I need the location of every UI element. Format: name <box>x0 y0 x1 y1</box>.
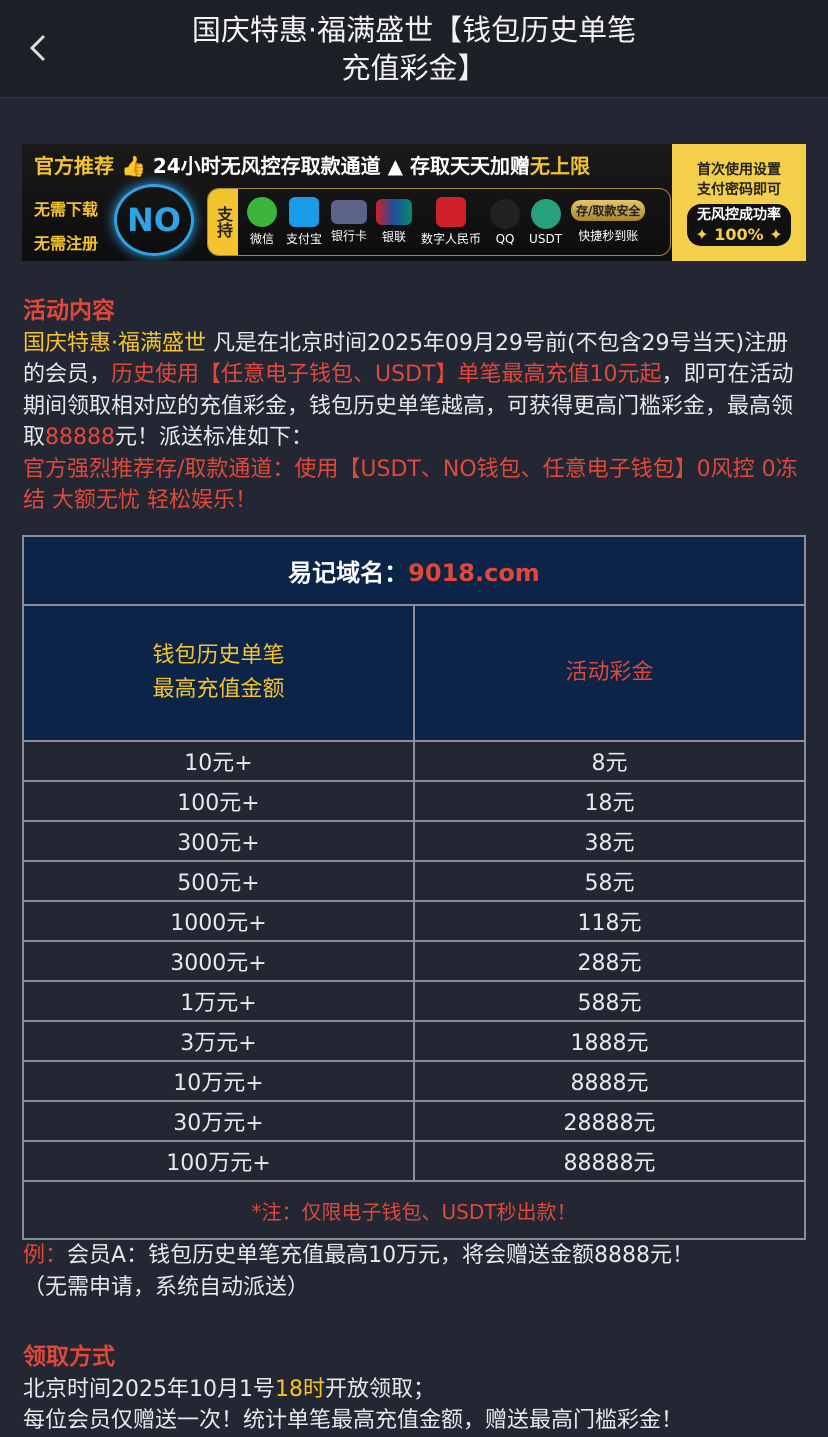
top-bar: 国庆特惠·福满盛世【钱包历史单笔充值彩金】 <box>0 0 828 98</box>
digital-rmb-icon <box>436 197 467 227</box>
chevron-left-icon[interactable] <box>22 30 58 66</box>
domain-link[interactable]: 9018.com <box>408 559 540 587</box>
text: ，即可在活动期间领取相对应的充值彩金，钱包历史单笔越高，可获得更高门槛彩金，最高… <box>23 362 794 450</box>
banner-text: 支付密码即可 <box>697 181 781 198</box>
bonus-cell: 58元 <box>413 860 806 902</box>
table-row: 30万元+ 28888元 <box>22 1100 806 1142</box>
bonus-cell: 88888元 <box>413 1140 806 1182</box>
deposit-cell: 10万元+ <box>22 1060 415 1102</box>
qq-icon <box>490 198 521 229</box>
table-row: 10元+ 8元 <box>22 740 806 782</box>
text: 88888 <box>45 425 116 450</box>
text: 北京时间2025年10月1号 <box>23 1376 275 1402</box>
deposit-cell: 3万元+ <box>22 1020 415 1062</box>
payment-methods: 支持 微信 支付宝 银行卡 银联 数字人民币 QQ USDT 存/取款安全快捷秒… <box>207 188 671 256</box>
banner-text: 无上限 <box>529 154 590 178</box>
banner-text: 无需注册 <box>34 234 99 253</box>
example: 例：会员A：钱包历史单笔充值最高10万元，将会赠送金额8888元！ （无需申请，… <box>23 1240 805 1303</box>
promo-banner[interactable]: 官方推荐 👍 24小时无风控存取款通道 ▲ 存取天天加赠无上限 无需下载 无需注… <box>22 144 806 261</box>
banner-text: 无风控成功率 <box>696 206 781 223</box>
bonus-cell: 1888元 <box>413 1020 806 1062</box>
deposit-cell: 1000元+ <box>22 900 415 942</box>
table-row: 1万元+ 588元 <box>22 980 806 1022</box>
claim-method: 领取方式 北京时间2025年10月1号18时开放领取； 每位会员仅赠送一次！统计… <box>23 1342 805 1437</box>
banner-text: 存取天天加赠 <box>409 154 530 178</box>
table-row: 3万元+ 1888元 <box>22 1020 806 1062</box>
unionpay-icon <box>376 199 413 225</box>
example-text: 会员A：钱包历史单笔充值最高10万元，将会赠送金额8888元！ <box>67 1243 695 1268</box>
banner-text: 首次使用设置 <box>697 161 781 178</box>
bonus-cell: 118元 <box>413 900 806 942</box>
table-row: 100元+ 18元 <box>22 780 806 822</box>
page-title: 国庆特惠·福满盛世【钱包历史单笔充值彩金】 <box>191 12 637 85</box>
table-row: 10万元+ 8888元 <box>22 1060 806 1102</box>
section-heading: 活动内容 <box>23 298 115 324</box>
success-rate-badge: 无风控成功率 ✦ 100% ✦ <box>687 203 791 246</box>
text: 凡是在北京时间2025年09月29号前(不包含29号当天)注册的会员， <box>23 330 789 388</box>
example-label: 例： <box>23 1243 68 1268</box>
usdt-icon <box>530 198 561 229</box>
domain-label: 易记域名： <box>288 559 409 587</box>
alipay-icon <box>289 197 319 227</box>
text: 每位会员仅赠送一次！统计单笔最高充值金额，赠送最高门槛彩金！ <box>23 1408 684 1433</box>
example-subtext: （无需申请，系统自动派送） <box>23 1274 310 1300</box>
text: 钱包历史单笔 <box>152 643 285 668</box>
bonus-cell: 8元 <box>413 740 806 782</box>
no-wallet-logo: NO <box>114 184 194 256</box>
bonus-cell: 8888元 <box>413 1060 806 1102</box>
column-header-bonus: 活动彩金 <box>413 604 806 742</box>
table-row: 500元+ 58元 <box>22 860 806 902</box>
method-label: 银联 <box>382 230 407 244</box>
bonus-cell: 28888元 <box>413 1100 806 1142</box>
section-heading: 领取方式 <box>23 1344 115 1370</box>
bank-card-icon <box>331 200 368 224</box>
domain-row: 易记域名：9018.com <box>22 535 806 606</box>
method-label: USDT <box>529 231 563 246</box>
deposit-cell: 100元+ <box>22 780 415 822</box>
activity-description: 国庆特惠·福满盛世 凡是在北京时间2025年09月29号前(不包含29号当天)注… <box>23 328 805 454</box>
table-row: 3000元+ 288元 <box>22 940 806 982</box>
bonus-cell: 588元 <box>413 980 806 1022</box>
text: 元！派送标准如下： <box>115 425 314 450</box>
banner-text: 24小时无风控存取款通道 <box>152 154 381 178</box>
deposit-cell: 1万元+ <box>22 980 415 1022</box>
bonus-cell: 288元 <box>413 940 806 982</box>
deposit-cell: 100万元+ <box>22 1140 415 1182</box>
text: 18时 <box>274 1376 325 1402</box>
table-row: 1000元+ 118元 <box>22 900 806 942</box>
method-label: 快捷秒到账 <box>578 229 639 243</box>
method-label: QQ <box>495 231 515 246</box>
banner-text: ✦ 100% ✦ <box>695 224 783 244</box>
deposit-cell: 30万元+ <box>22 1100 415 1142</box>
text: 开放领取； <box>324 1376 435 1402</box>
bonus-cell: 38元 <box>413 820 806 862</box>
bonus-table: 易记域名：9018.com 钱包历史单笔 最高充值金额 活动彩金 10元+ 8元 100… <box>22 535 806 1240</box>
method-label: 支付宝 <box>286 232 323 246</box>
banner-text: 官方推荐 <box>34 154 114 178</box>
safe-badge: 存/取款安全 <box>571 200 646 221</box>
banner-text: 无需下载 <box>34 200 99 219</box>
method-label: 微信 <box>249 232 274 246</box>
text: 国庆特惠·福满盛世 <box>23 330 206 356</box>
method-label: 数字人民币 <box>421 232 482 246</box>
activity-content: 活动内容 国庆特惠·福满盛世 凡是在北京时间2025年09月29号前(不包含29… <box>23 296 805 517</box>
deposit-cell: 3000元+ <box>22 940 415 982</box>
deposit-cell: 10元+ <box>22 740 415 782</box>
table-note: *注：仅限电子钱包、USDT秒出款！ <box>22 1180 806 1240</box>
bonus-cell: 18元 <box>413 780 806 822</box>
deposit-cell: 500元+ <box>22 860 415 902</box>
method-label: 银行卡 <box>331 229 368 243</box>
table-row: 100万元+ 88888元 <box>22 1140 806 1182</box>
column-header-deposit: 钱包历史单笔 最高充值金额 <box>22 604 415 742</box>
support-label: 支持 <box>208 189 238 255</box>
text: 历史使用【任意电子钱包、USDT】单笔最高充值10元起 <box>111 362 662 387</box>
table-row: 300元+ 38元 <box>22 820 806 862</box>
wechat-icon <box>247 197 277 227</box>
text: 最高充值金额 <box>152 677 285 702</box>
deposit-cell: 300元+ <box>22 820 415 862</box>
recommendation-text: 官方强烈推荐存/取款通道：使用【USDT、NO钱包、任意电子钱包】0风控 0冻结… <box>23 456 798 514</box>
